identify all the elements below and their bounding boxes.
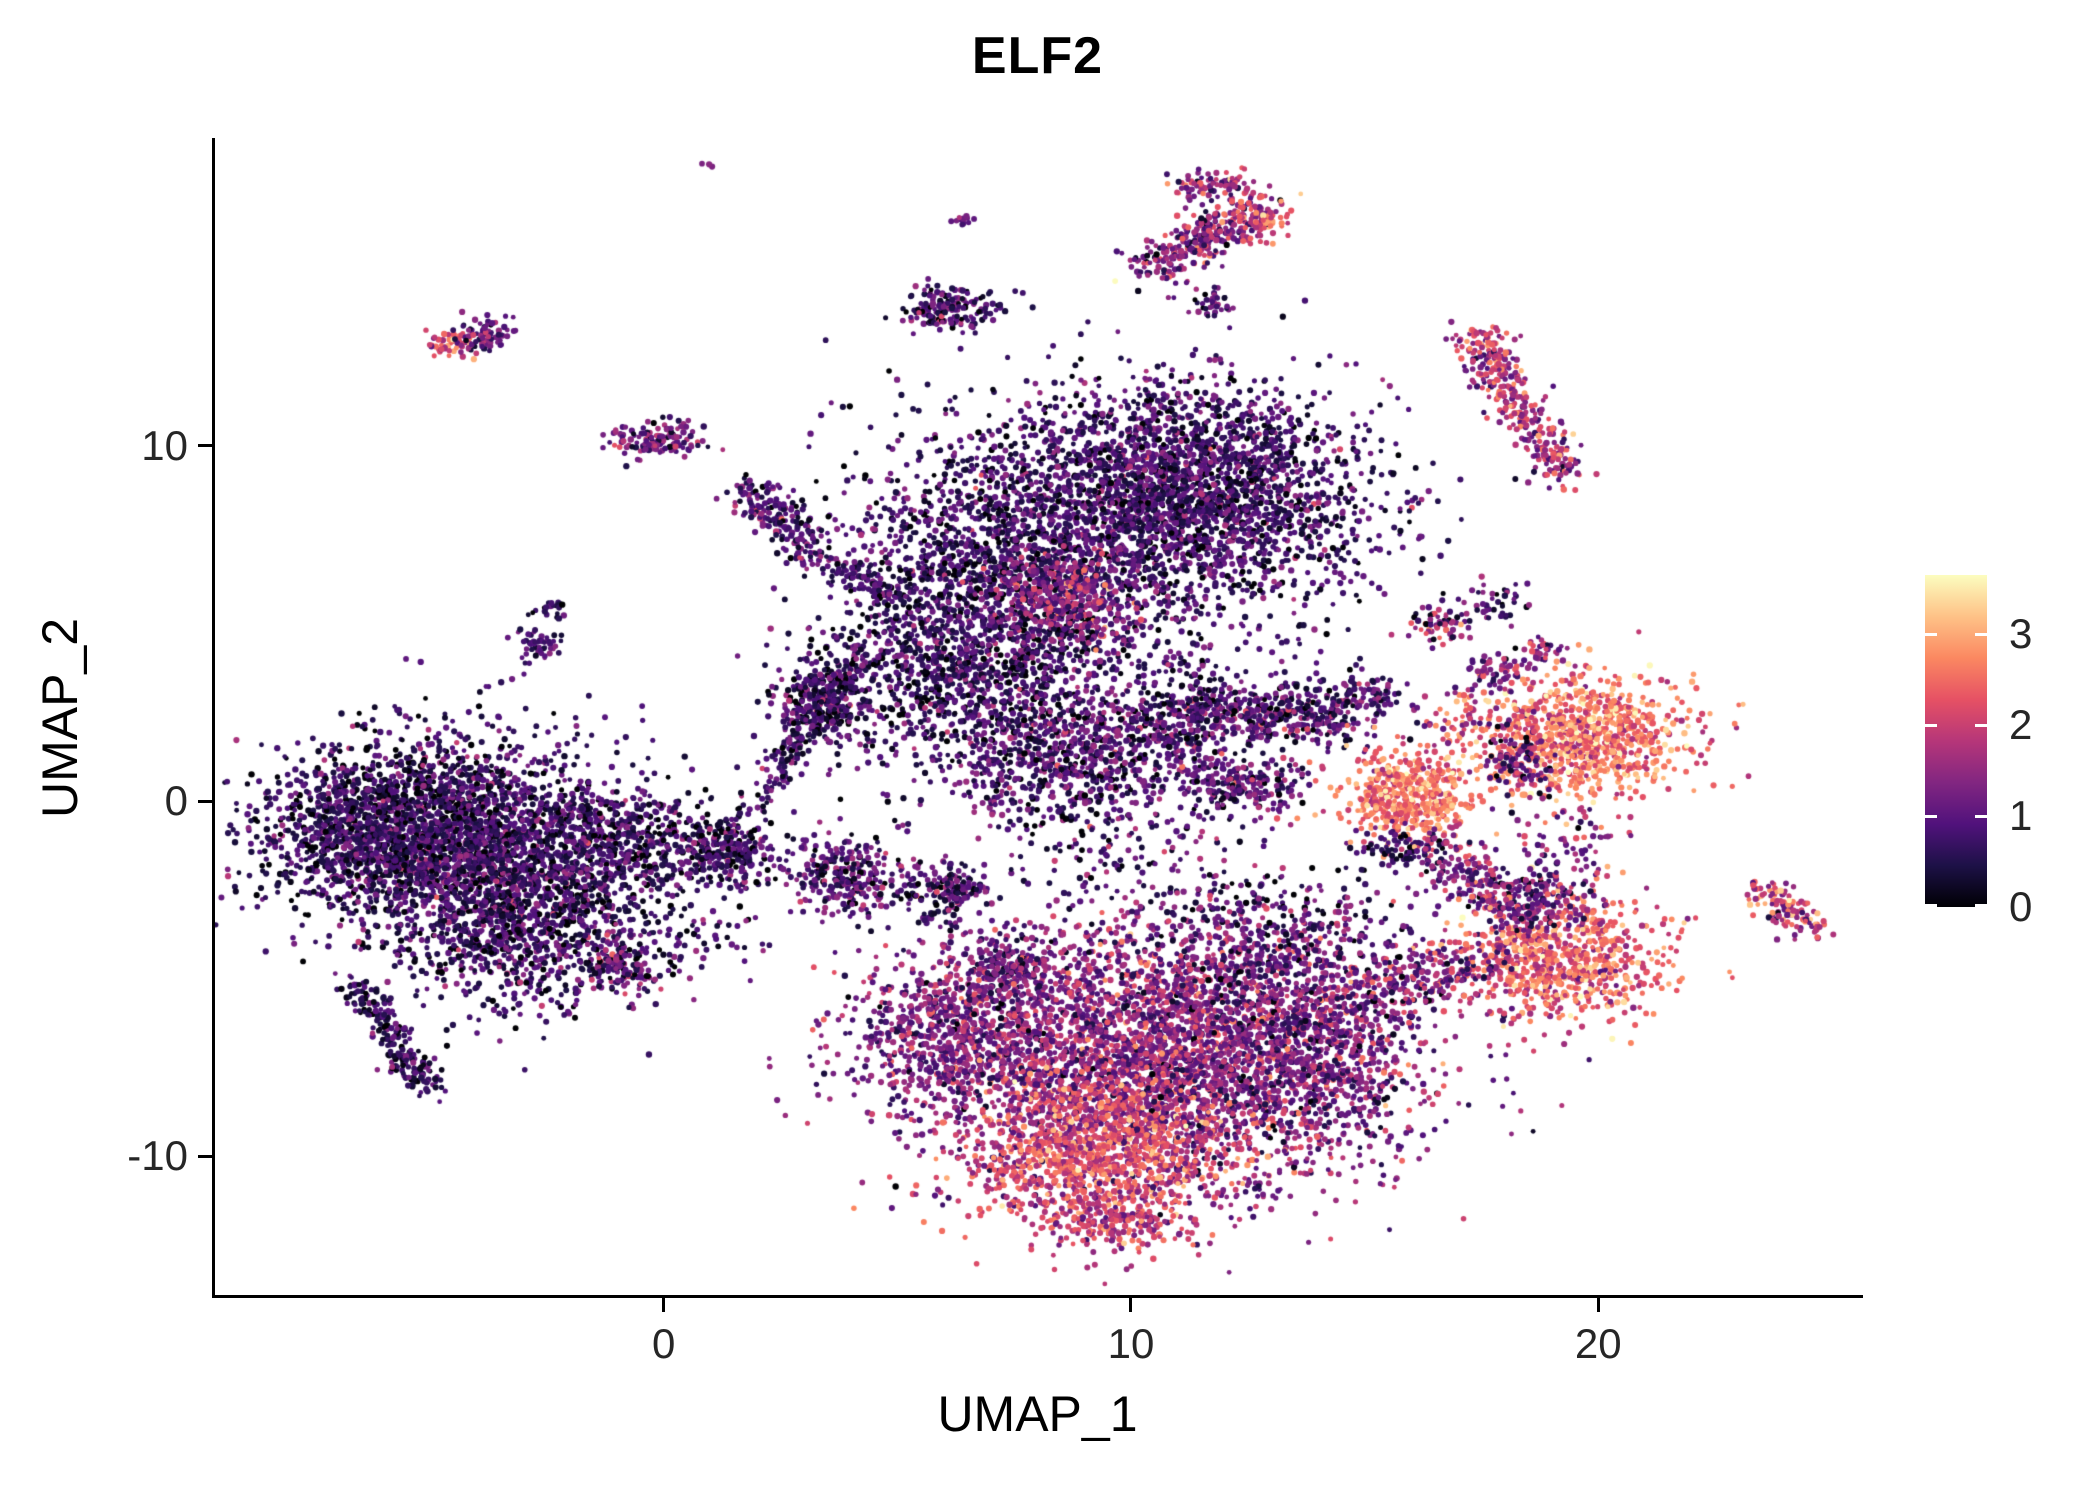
colorbar-tick-mark: [1925, 723, 1937, 727]
legend-tick-label: 1: [2009, 792, 2033, 840]
colorbar-tick-mark: [1975, 723, 1987, 727]
plot-title: ELF2: [971, 27, 1104, 85]
x-tick-label: 0: [651, 1320, 676, 1367]
colorbar-gradient: [1925, 575, 1987, 907]
legend-tick-label: 3: [2009, 610, 2033, 658]
colorbar-tick-mark: [1975, 814, 1987, 818]
colorbar-tick-mark: [1925, 904, 1937, 907]
legend-tick-label: 2: [2009, 701, 2033, 749]
y-axis-label: UMAP_2: [32, 617, 88, 819]
legend-tick-label: 0: [2009, 883, 2033, 930]
y-tick-label: 10: [141, 421, 188, 469]
y-tick-mark: [198, 799, 212, 803]
scatter-canvas: [215, 140, 1860, 1295]
x-axis-label: UMAP_1: [937, 1386, 1138, 1442]
colorbar-tick-mark: [1925, 632, 1937, 636]
x-tick-mark: [1596, 1298, 1600, 1312]
x-tick-mark: [662, 1298, 666, 1312]
y-axis-line: [212, 138, 215, 1298]
y-tick-mark: [198, 444, 212, 448]
colorbar-tick-mark: [1925, 814, 1937, 818]
x-tick-mark: [1129, 1298, 1133, 1312]
y-tick-label: -10: [127, 1132, 188, 1180]
x-tick-label: 20: [1574, 1320, 1622, 1367]
colorbar-tick-mark: [1975, 632, 1987, 636]
colorbar-tick-mark: [1975, 904, 1987, 907]
y-tick-mark: [198, 1154, 212, 1158]
x-tick-label: 10: [1107, 1320, 1155, 1367]
y-tick-label: 0: [164, 777, 188, 824]
x-axis-line: [212, 1295, 1863, 1298]
